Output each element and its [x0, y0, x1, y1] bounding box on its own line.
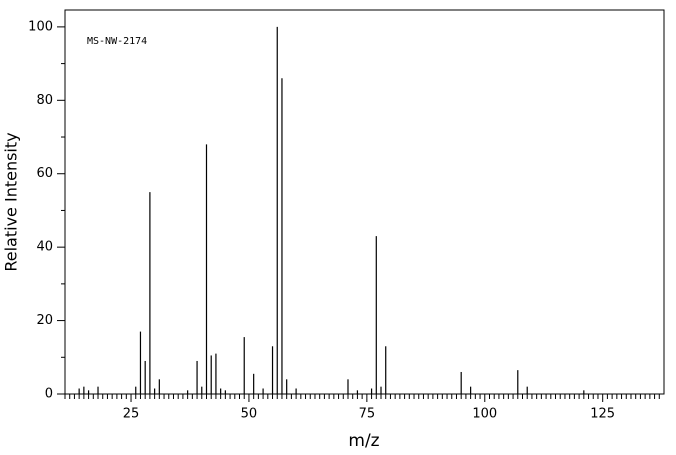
y-tick-label: 80	[36, 93, 53, 108]
y-tick-label: 40	[36, 240, 53, 255]
x-tick-label: 75	[359, 407, 376, 422]
x-tick-label: 100	[472, 407, 497, 422]
y-tick-label: 60	[36, 166, 53, 181]
x-tick-label: 25	[123, 407, 140, 422]
x-axis-label: m/z	[348, 431, 379, 451]
x-tick-label: 50	[241, 407, 258, 422]
y-axis-label: Relative Intensity	[2, 132, 21, 271]
y-tick-label: 0	[45, 387, 53, 402]
annotation: MS-NW-2174	[87, 36, 147, 47]
plot-frame	[64, 9, 665, 395]
y-tick-label: 100	[28, 19, 53, 34]
x-tick-label: 125	[590, 407, 615, 422]
y-tick-label: 20	[36, 313, 53, 328]
